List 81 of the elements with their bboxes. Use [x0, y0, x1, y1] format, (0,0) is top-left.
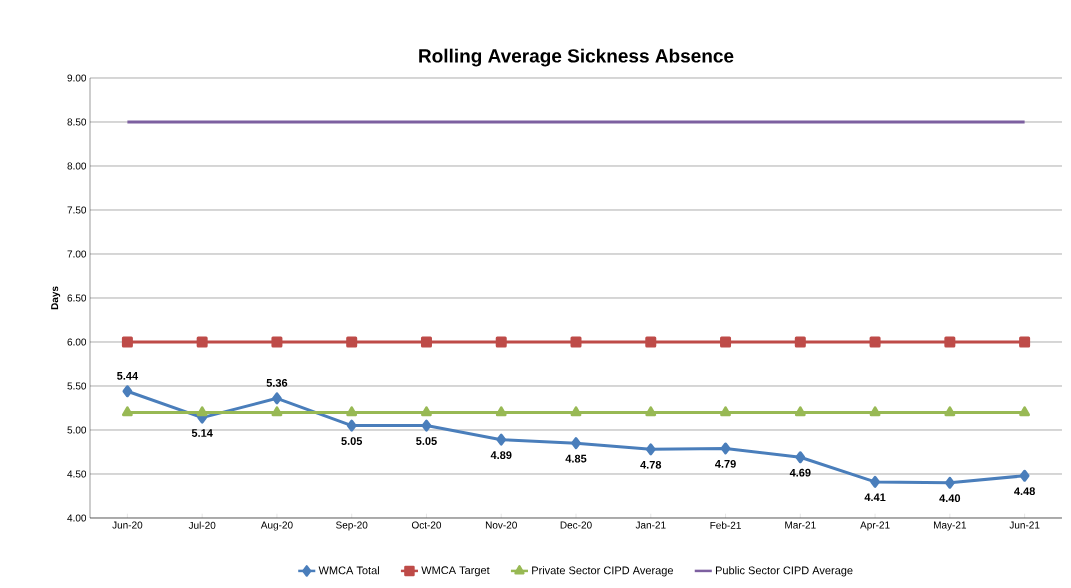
y-axis-title: Days — [51, 286, 61, 310]
data-label: 5.05 — [416, 437, 437, 445]
legend-label: Private Sector CIPD Average — [532, 566, 673, 577]
point — [869, 336, 881, 348]
data-label: 4.40 — [939, 494, 961, 503]
point — [122, 385, 133, 398]
x-tick-label: Jun-21 — [1009, 521, 1040, 529]
y-tick-label: 7.00 — [67, 250, 87, 258]
point — [346, 406, 358, 417]
point — [1019, 469, 1030, 482]
point — [196, 336, 208, 348]
point — [944, 406, 956, 417]
y-tick-label: 8.00 — [67, 162, 87, 170]
point — [720, 442, 731, 455]
data-label: 5.14 — [191, 429, 213, 437]
point — [420, 336, 432, 348]
point — [495, 336, 507, 348]
point — [121, 336, 133, 348]
point — [271, 406, 283, 417]
data-label: 4.69 — [789, 468, 811, 477]
chart-title: Rolling Average Sickness Absence — [419, 48, 734, 67]
point — [794, 336, 806, 348]
point — [346, 336, 358, 348]
y-tick-label: 5.00 — [67, 426, 87, 434]
point — [495, 406, 507, 417]
data-label: 4.79 — [715, 460, 736, 468]
x-tick-label: Oct-20 — [411, 521, 442, 529]
data-label: 4.48 — [1014, 487, 1035, 496]
point — [272, 392, 282, 405]
data-label: 5.05 — [341, 437, 363, 445]
x-tick-label: Mar-21 — [785, 521, 816, 529]
y-tick-label: 9.00 — [67, 74, 87, 82]
data-label: 5.44 — [117, 372, 139, 380]
x-tick-label: Apr-21 — [860, 521, 890, 531]
x-tick-label: Jun-20 — [112, 521, 143, 529]
x-tick-label: Feb-21 — [710, 521, 741, 529]
point — [570, 336, 582, 348]
x-tick-label: Dec-20 — [560, 521, 592, 529]
point — [271, 336, 283, 348]
y-tick-label: 4.50 — [67, 470, 87, 478]
data-label: 4.41 — [864, 493, 886, 502]
y-tick-label: 8.50 — [67, 118, 87, 126]
x-tick-label: Jul-20 — [188, 521, 216, 529]
legend-label: WMCA Total — [318, 566, 379, 575]
point — [944, 336, 956, 348]
data-label: 4.85 — [565, 454, 587, 463]
point — [944, 476, 955, 489]
point — [794, 406, 806, 417]
point — [870, 475, 880, 488]
point — [795, 451, 806, 464]
y-tick-label: 6.50 — [67, 294, 87, 302]
point — [1019, 336, 1031, 348]
x-tick-label: Jan-21 — [635, 521, 666, 529]
x-tick-label: Aug-20 — [260, 521, 293, 531]
point — [570, 406, 582, 417]
point — [421, 419, 432, 432]
point — [645, 336, 657, 348]
point — [869, 406, 881, 417]
legend-label: Public Sector CIPD Average — [715, 566, 853, 577]
point — [346, 419, 357, 432]
point — [122, 406, 133, 417]
data-label: 5.36 — [266, 378, 288, 387]
point — [720, 406, 731, 417]
data-label: 4.78 — [640, 460, 662, 469]
x-tick-label: Nov-20 — [485, 521, 517, 529]
x-tick-label: Sep-20 — [336, 521, 368, 531]
y-tick-label: 5.50 — [67, 382, 87, 390]
point — [1019, 406, 1031, 417]
legend-label: WMCA Target — [421, 566, 490, 577]
point — [720, 336, 732, 348]
y-tick-label: 7.50 — [67, 206, 87, 214]
point — [645, 406, 657, 417]
x-tick-label: May-21 — [933, 521, 967, 531]
y-tick-label: 6.00 — [67, 338, 87, 346]
point — [645, 443, 656, 456]
y-tick-label: 4.00 — [67, 514, 87, 522]
point — [196, 406, 208, 417]
point — [571, 437, 581, 450]
data-label: 4.89 — [490, 451, 512, 459]
point — [421, 406, 432, 417]
point — [496, 433, 507, 446]
